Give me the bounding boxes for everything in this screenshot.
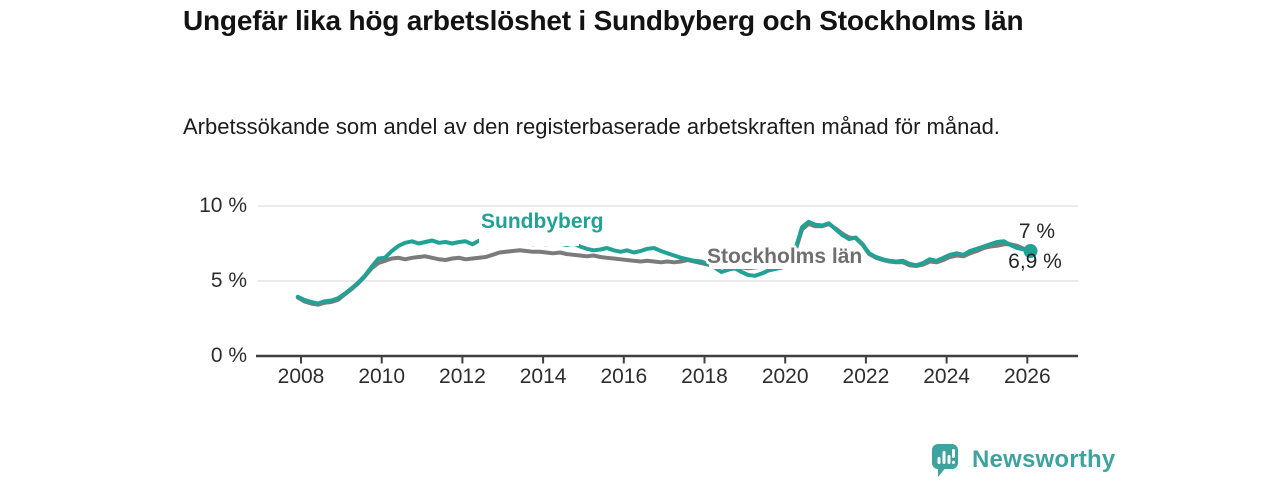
label-halo xyxy=(479,232,579,246)
x-tick-label: 2018 xyxy=(681,365,728,388)
x-tick-label: 2010 xyxy=(358,365,406,388)
x-tick-label: 2012 xyxy=(439,365,486,388)
brand-name: Newsworthy xyxy=(972,446,1116,473)
series-line-sundbyberg xyxy=(295,219,1033,306)
x-tick-label: 2020 xyxy=(761,365,809,388)
y-tick-label: 10 % xyxy=(199,194,247,217)
y-tick-label: 0 % xyxy=(210,344,247,367)
x-tick-label: 2024 xyxy=(923,365,970,388)
x-tick-label: 2016 xyxy=(600,365,648,388)
end-value-label-sundbyberg: 7 % xyxy=(1018,220,1056,243)
chart-subtitle: Arbetssökande som andel av den registerb… xyxy=(183,114,1000,139)
x-tick-label: 2026 xyxy=(1003,365,1051,388)
line-chart xyxy=(256,205,1078,364)
series-label-stockholms-lan: Stockholms län xyxy=(707,245,863,268)
label-halo xyxy=(709,257,863,269)
y-tick-label: 5 % xyxy=(210,269,247,292)
end-value-label-stockholms-lan: 6,9 % xyxy=(1008,250,1062,273)
x-tick-label: 2014 xyxy=(519,365,567,388)
bar-chart-speech-bubble-icon xyxy=(932,444,958,477)
x-tick-label: 2022 xyxy=(842,365,890,388)
series-label-sundbyberg: Sundbyberg xyxy=(481,210,604,233)
series-end-dot xyxy=(1023,244,1038,258)
newsworthy-logo[interactable]: Newsworthy xyxy=(931,443,1115,479)
chart-title: Ungefär lika hög arbetslöshet i Sundbybe… xyxy=(183,5,1024,36)
x-tick-label: 2008 xyxy=(277,365,325,388)
